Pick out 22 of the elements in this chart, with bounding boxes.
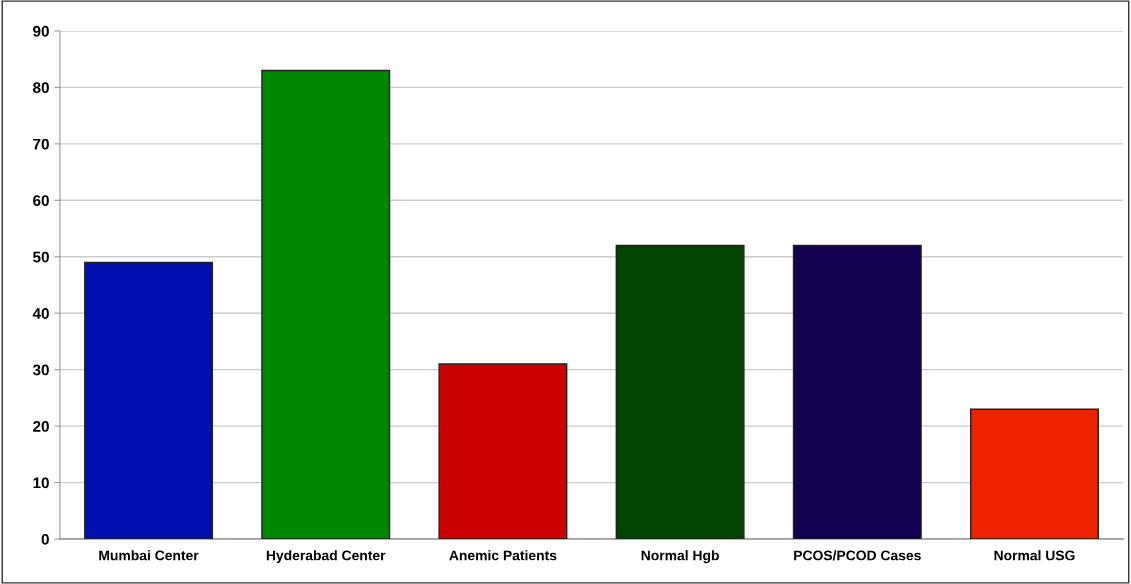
x-tick-label: Anemic Patients [449, 550, 557, 561]
bar [792, 244, 922, 540]
y-tick-label: 20 [33, 420, 49, 432]
x-tick-label: PCOS/PCOD Cases [794, 550, 921, 561]
y-tick-label: 0 [41, 533, 49, 545]
y-tick-label: 40 [32, 308, 49, 319]
y-tick-label: 80 [33, 82, 49, 94]
x-tick-label: Normal Hgb [641, 550, 719, 564]
bar [84, 261, 214, 540]
x-tick-label: Hyderabad Center [266, 550, 386, 564]
x-tick-label: Normal USG [994, 550, 1075, 561]
y-tick-label: 60 [33, 195, 49, 206]
y-tick-label: 70 [33, 138, 49, 150]
bar [970, 408, 1099, 540]
x-tick-label: Mumbai Center [99, 550, 199, 561]
y-tick-label: 30 [32, 364, 49, 376]
y-tick-label: 10 [33, 477, 49, 489]
bar [438, 363, 568, 540]
y-tick-label: 50 [33, 251, 49, 263]
bar [261, 69, 391, 540]
bar [615, 244, 745, 540]
y-tick-label: 90 [33, 25, 49, 37]
